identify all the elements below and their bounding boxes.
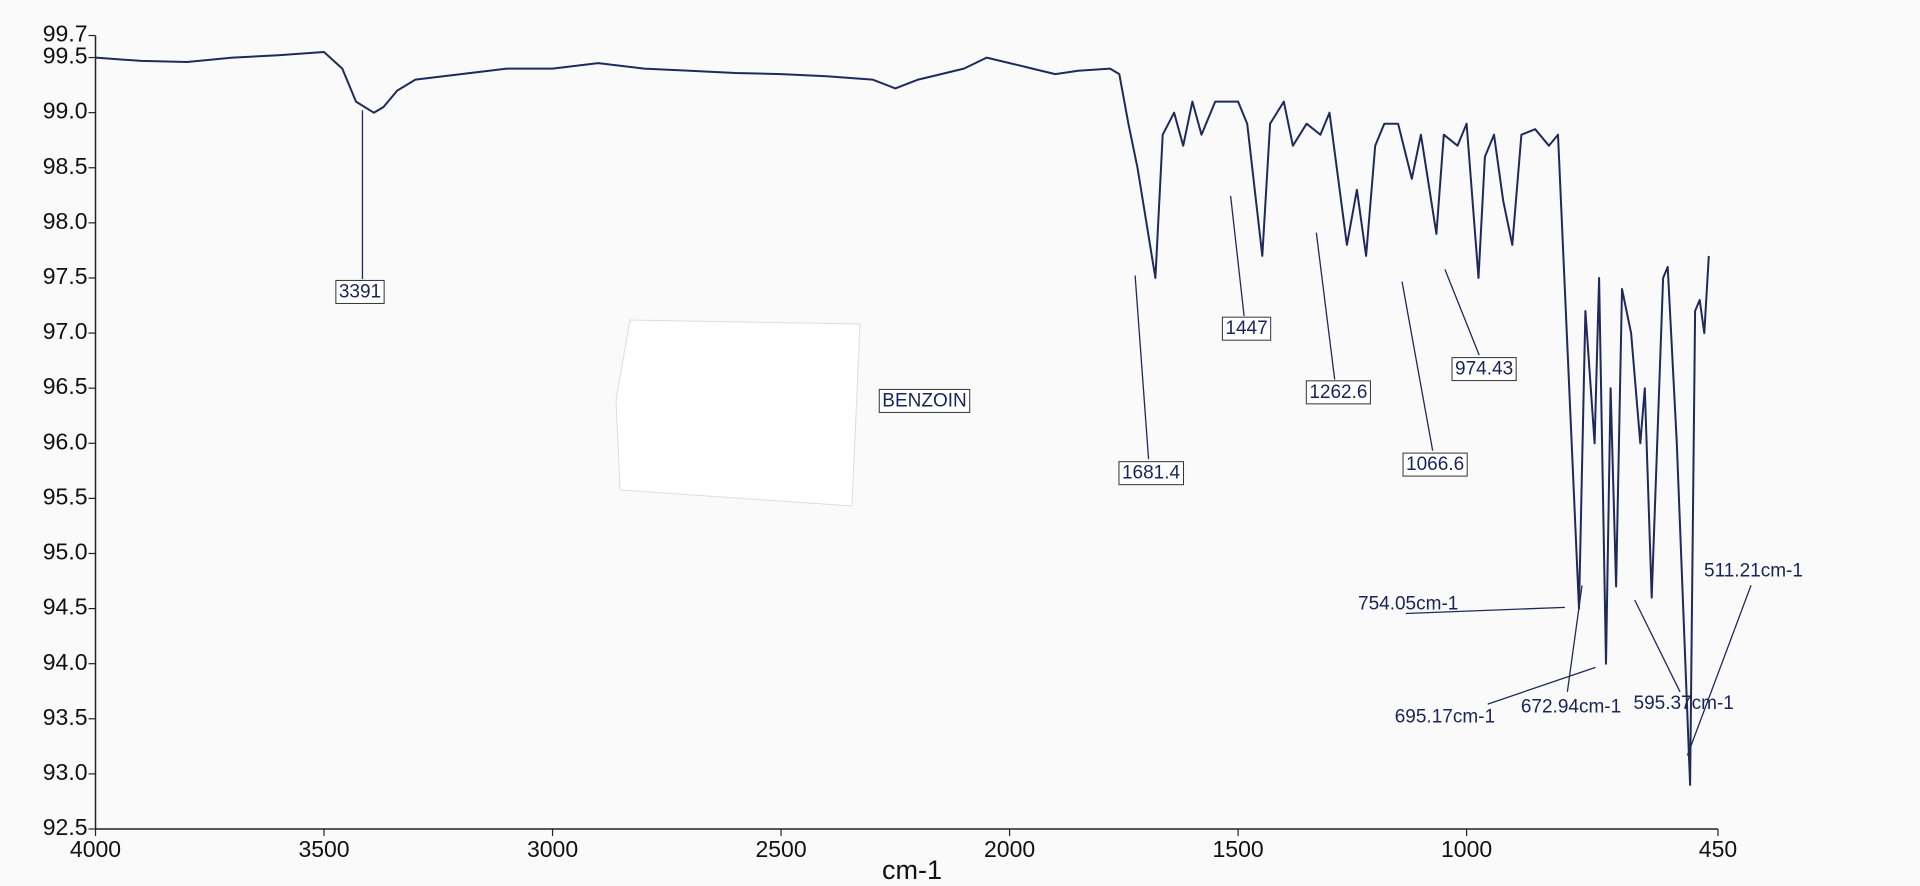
annotation: 1066.6 [1406,454,1464,475]
annotation: 3391 [339,281,381,302]
annotation: 1262.6 [1309,382,1367,403]
x-tick-label: 2000 [984,836,1035,862]
y-tick-label: 96.0 [43,428,88,454]
leader-line [1487,666,1596,705]
spectrum-line [95,51,1710,786]
annotation-box [1402,452,1468,477]
leader-line [1134,275,1150,460]
paper-patch [615,319,861,507]
y-tick-label: 94.0 [43,649,88,675]
x-tick-label: 450 [1699,836,1737,862]
annotation-box [1118,461,1185,486]
y-tick-label: 92.5 [43,814,88,840]
y-tick-label: 94.5 [43,594,88,620]
x-tick-label: 3000 [527,836,578,862]
annotation: 1447 [1225,318,1267,339]
y-tick-label: 93.5 [43,704,88,730]
annotation: 595.37cm-1 [1634,693,1734,714]
y-tick-label: 96.5 [43,373,88,399]
leader-line [1566,585,1583,692]
annotation-box [1221,316,1272,341]
x-tick-label: 3500 [298,836,349,862]
annotation-box [878,388,971,413]
leader-line [1401,281,1434,451]
leader-line [1405,606,1565,615]
leader-line [1315,232,1336,380]
x-axis-label: cm-1 [882,855,942,885]
annotation: BENZOIN [882,390,966,411]
y-tick-label: 99.0 [43,98,88,124]
leader-line [1229,195,1245,316]
annotation-box [1305,380,1371,405]
annotation: 511.21cm-1 [1704,561,1803,582]
y-tick-label: 98.5 [43,153,88,179]
annotation: 695.17cm-1 [1395,706,1495,727]
x-tick-label: 1500 [1213,836,1264,862]
leader-line [1686,585,1752,756]
y-tick-label: 95.5 [43,483,88,509]
annotation-box [1451,357,1517,382]
x-tick-label: 1000 [1441,836,1492,862]
x-tick-label: 4000 [70,836,121,862]
y-tick-label: 99.7 [43,21,88,47]
annotation: 672.94cm-1 [1521,697,1621,718]
y-tick-label: 98.0 [43,208,88,234]
leader-line [1634,599,1681,693]
y-tick-label: 97.0 [43,318,88,344]
y-tick-label: 95.0 [43,539,88,565]
annotation-box [335,279,385,304]
y-tick-label: 99.5 [43,43,88,69]
annotation: 754.05cm-1 [1358,594,1458,615]
y-tick-label: 97.5 [43,263,88,289]
leader-line [1444,269,1480,356]
annotation: 1681.4 [1122,463,1181,484]
y-tick-label: 93.0 [43,759,88,785]
annotation: 974.43 [1455,359,1513,380]
x-tick-label: 2500 [755,836,806,862]
